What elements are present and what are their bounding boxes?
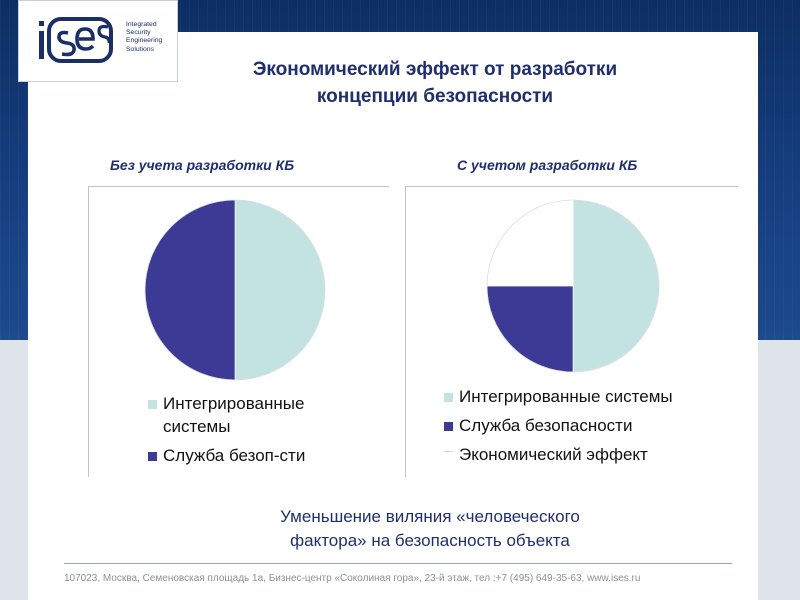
logo-line-4: Solutions <box>126 45 154 53</box>
legend-right-integrated: Интегрированные системы <box>459 387 673 406</box>
legend-swatch-integrated <box>444 393 453 402</box>
pie-right-outline <box>486 199 660 373</box>
pie-left-slice-2 <box>144 199 236 381</box>
legend-swatch-integrated <box>148 400 157 409</box>
chart-left: Интегрированные системы Служба безоп-сти <box>88 186 389 477</box>
logo: Integrated Security Engineering Solution… <box>18 0 178 82</box>
pie-left-outline <box>144 199 326 381</box>
chart-right: Интегрированные системы Служба безопасно… <box>405 186 738 477</box>
chart-right-title: С учетом разработки КБ <box>457 157 638 173</box>
legend-swatch-security <box>148 452 157 461</box>
pie-left-svg <box>144 199 326 381</box>
pie-right-svg <box>486 199 660 373</box>
conclusion-text: Уменьшение виляния «человеческого фактор… <box>220 505 640 553</box>
logo-line-1: Integrated <box>126 21 157 28</box>
title-line-2: концепции безопасности <box>316 86 554 107</box>
title-line-1: Экономический эффект от разработки <box>252 59 618 80</box>
legend-right-security: Служба безопасности <box>459 416 633 435</box>
page-title: Экономический эффект от разработки конце… <box>180 56 690 110</box>
conclusion-line-1: Уменьшение виляния «человеческого <box>280 507 580 526</box>
logo-line-2: Security <box>126 29 151 37</box>
chart-left-title: Без учета разработки КБ <box>110 157 295 173</box>
legend-left-security: Служба безоп-сти <box>163 446 306 465</box>
pie-left-slice-1 <box>234 199 326 381</box>
legend-swatch-economic <box>444 451 453 460</box>
conclusion-line-2: фактора» на безопасность объекта <box>290 531 570 550</box>
legend-swatch-security <box>444 422 453 431</box>
logo-text: Integrated Security Engineering Solution… <box>126 21 178 54</box>
pie-right-slice-3 <box>486 199 574 287</box>
ises-logo-mark <box>35 15 115 67</box>
logo-line-3: Engineering <box>126 37 163 45</box>
legend-left-integrated-line2: системы <box>163 417 231 436</box>
footer-contacts: 107023, Москва, Семеновская площадь 1а, … <box>64 573 641 584</box>
legend-right-economic: Экономический эффект <box>459 445 648 464</box>
footer-divider <box>64 563 732 564</box>
pie-right-slice-1 <box>572 199 660 373</box>
pie-right-slice-2 <box>486 285 574 373</box>
legend-left-integrated-line1: Интегрированные <box>163 394 305 413</box>
